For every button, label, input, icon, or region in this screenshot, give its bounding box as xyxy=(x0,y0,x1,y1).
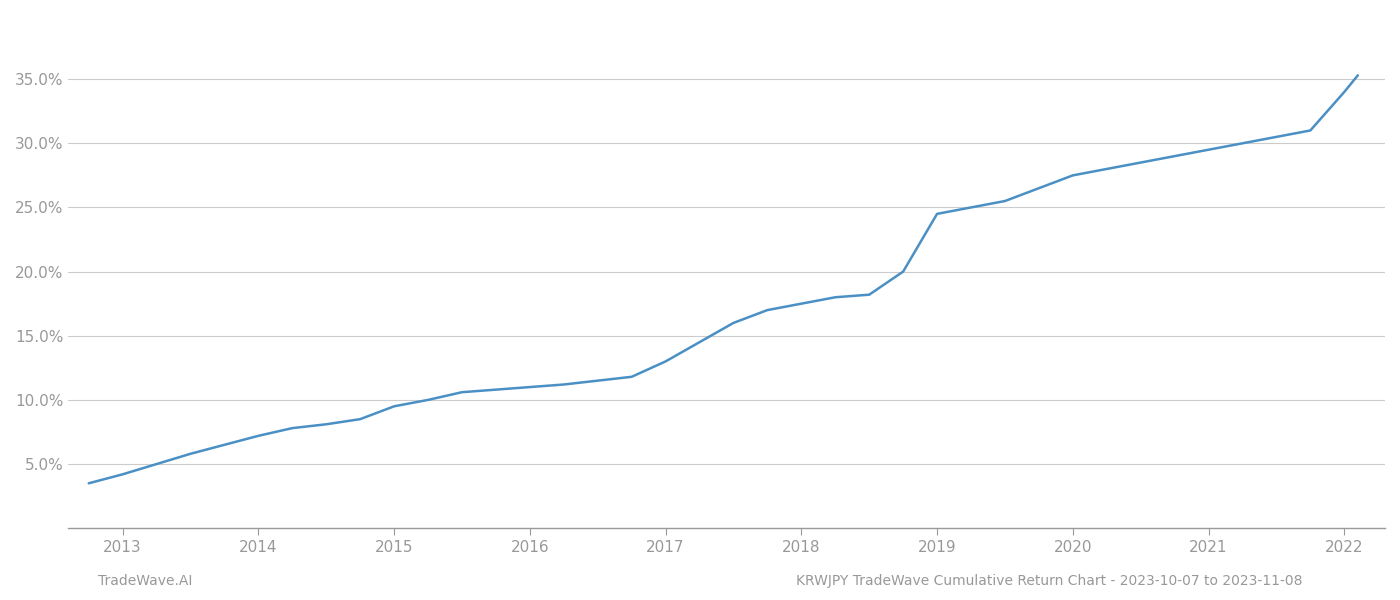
Text: KRWJPY TradeWave Cumulative Return Chart - 2023-10-07 to 2023-11-08: KRWJPY TradeWave Cumulative Return Chart… xyxy=(795,574,1302,588)
Text: TradeWave.AI: TradeWave.AI xyxy=(98,574,192,588)
